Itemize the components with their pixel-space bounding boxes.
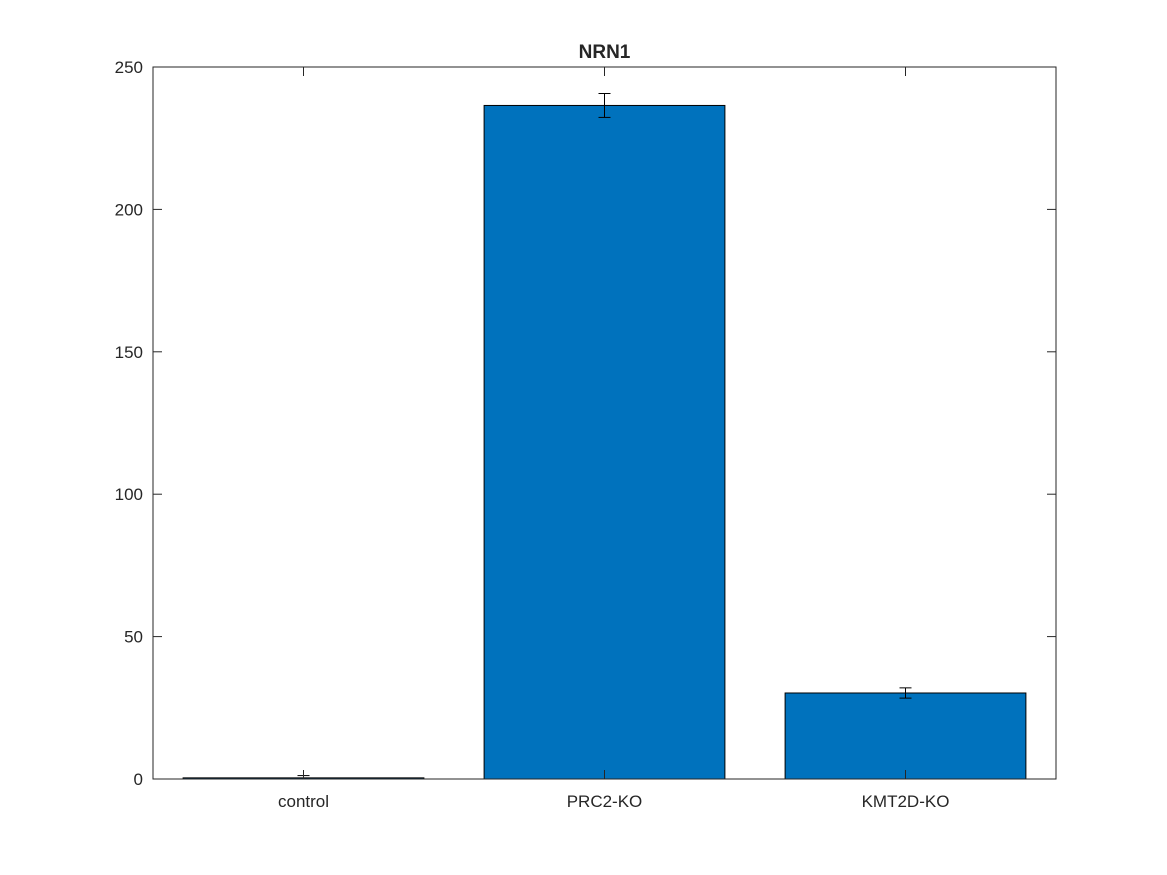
y-tick-label: 150	[115, 343, 143, 362]
y-tick-label: 0	[134, 770, 143, 789]
x-tick-label: PRC2-KO	[567, 792, 643, 811]
y-tick-label: 200	[115, 200, 143, 219]
bar-kmt2d-ko	[785, 693, 1026, 779]
x-tick-label: KMT2D-KO	[862, 792, 950, 811]
y-tick-label: 50	[124, 628, 143, 647]
x-tick-label: control	[278, 792, 329, 811]
bar-prc2-ko	[484, 105, 725, 779]
y-tick-label: 250	[115, 58, 143, 77]
y-tick-label: 100	[115, 485, 143, 504]
chart-title: NRN1	[579, 42, 631, 63]
